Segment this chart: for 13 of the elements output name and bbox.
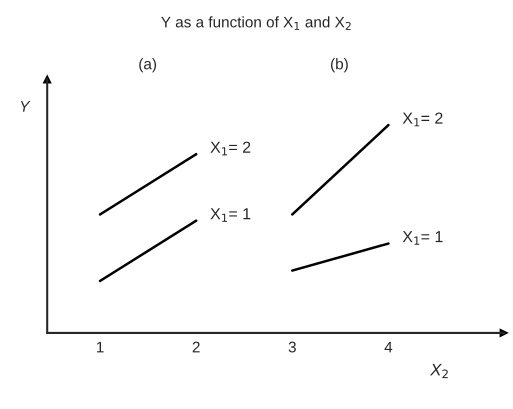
text: (b): [331, 58, 348, 72]
x-tick-label: 1: [96, 342, 104, 352]
x-axis-title: X$_{2}$: [430, 364, 448, 378]
series-label: X$_{1}$= 1: [210, 208, 250, 222]
series-label: X$_{1}$= 2: [402, 112, 443, 126]
x-tick-label: 3: [288, 342, 296, 352]
series-label: X$_{1}$= 1: [402, 231, 443, 245]
x-tick-label: 4: [384, 342, 392, 352]
series-label: X$_{1}$= 2: [210, 142, 250, 156]
x-tick-label: 2: [192, 342, 200, 352]
chart-title: Y as a function of X$_{1}$ and X$_{2}$: [161, 16, 351, 30]
text: (a): [139, 58, 156, 72]
y-axis-title: Y: [20, 101, 30, 112]
